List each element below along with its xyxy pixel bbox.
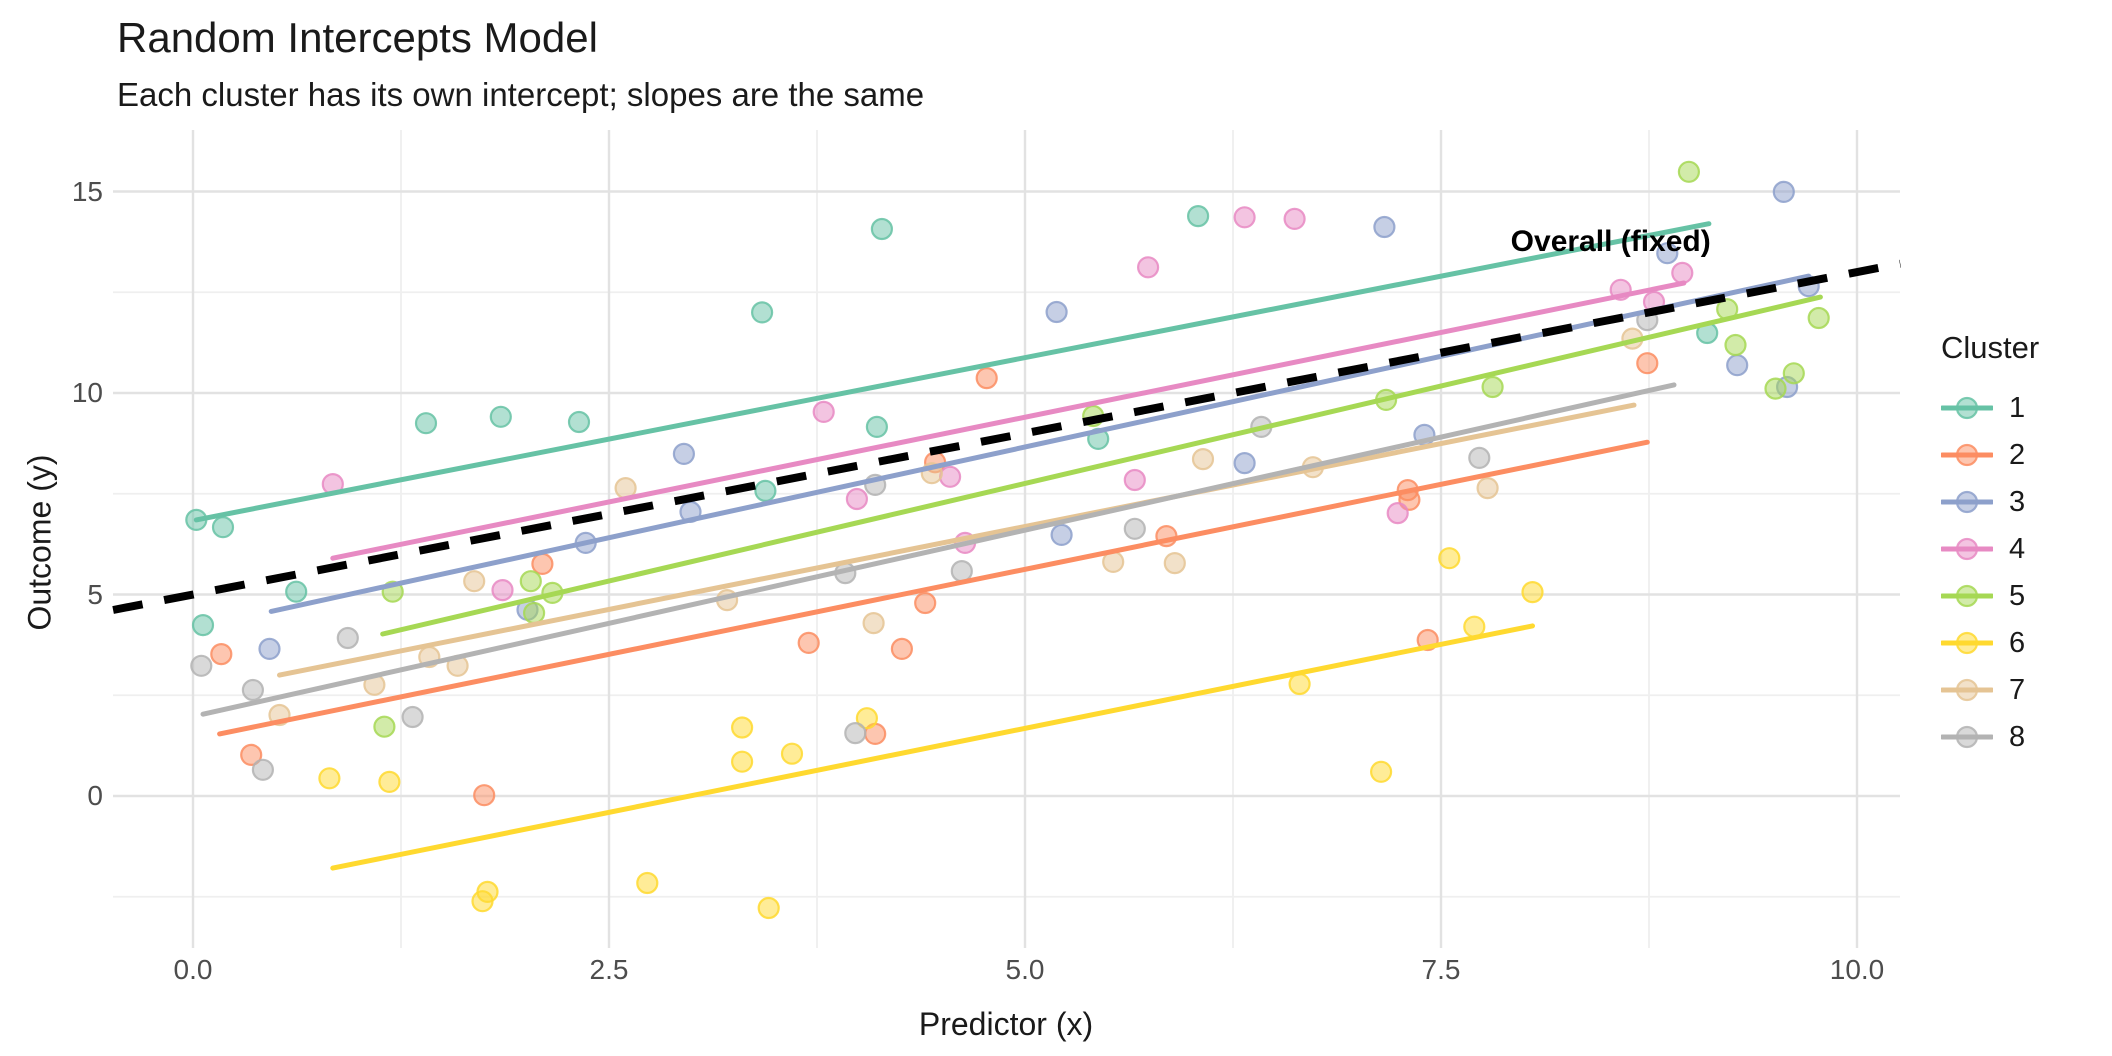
- cluster-line-2: [217, 439, 1650, 737]
- legend-item-cluster-3: 3: [1941, 486, 2039, 518]
- x-tick-label: 7.5: [1421, 954, 1461, 985]
- cluster-line-8: [200, 382, 1677, 717]
- x-tick-label: 10.0: [1829, 954, 1885, 985]
- legend-item-label: 2: [2009, 438, 2026, 471]
- legend-item-label: 6: [2009, 626, 2026, 659]
- cluster-line-1: [193, 221, 1712, 523]
- legend-item-cluster-1: 1: [1941, 392, 2039, 424]
- legend-key-icon: [1941, 725, 1993, 749]
- cluster-line-3: [268, 273, 1812, 614]
- cluster-line-7: [277, 402, 1637, 678]
- y-tick-label: 10: [71, 377, 103, 408]
- x-tick-label: 2.5: [589, 954, 629, 985]
- chart-subtitle: Each cluster has its own intercept; slop…: [117, 76, 925, 113]
- legend-item-cluster-2: 2: [1941, 439, 2039, 471]
- legend-items: 1 2 3 4 5 6 7 8: [1941, 392, 2039, 753]
- overall-line-annotation: Overall (fixed): [1510, 224, 1711, 258]
- legend-item-cluster-8: 8: [1941, 721, 2039, 753]
- y-axis-title: Outcome (y): [21, 454, 58, 631]
- legend-key-icon: [1941, 490, 1993, 514]
- cluster-line-5: [380, 294, 1823, 637]
- x-axis-title: Predictor (x): [918, 1006, 1094, 1042]
- legend-title: Cluster: [1941, 330, 2040, 365]
- y-tick-label: 15: [71, 175, 103, 207]
- legend-item-label: 7: [2009, 673, 2026, 706]
- x-tick-label: 5.0: [1005, 954, 1045, 985]
- scatter-points: [185, 160, 1830, 920]
- legend-item-label: 3: [2009, 485, 2026, 518]
- legend-key-icon: [1941, 678, 1993, 702]
- legend-item-label: 8: [2009, 720, 2026, 753]
- x-tick-label: 0.0: [173, 954, 213, 985]
- cluster-line-4: [330, 280, 1687, 561]
- cluster-lines: [193, 221, 1823, 871]
- chart-title: Random Intercepts Model: [117, 14, 598, 61]
- legend-key-icon: [1941, 584, 1993, 608]
- y-tick-label: 0: [87, 780, 103, 811]
- overall-fixed-line: [112, 259, 1902, 614]
- legend-key-icon: [1941, 537, 1993, 561]
- legend: Cluster 1 2 3 4 5 6 7 8: [1941, 330, 2039, 772]
- legend-item-cluster-4: 4: [1941, 533, 2039, 565]
- cluster-line-6: [330, 623, 1535, 871]
- legend-key-icon: [1941, 396, 1993, 420]
- legend-item-label: 1: [2009, 391, 2026, 424]
- legend-item-label: 4: [2009, 532, 2026, 565]
- legend-key-icon: [1941, 443, 1993, 467]
- grid-major: [113, 130, 1900, 948]
- legend-item-cluster-6: 6: [1941, 627, 2039, 659]
- legend-key-icon: [1941, 631, 1993, 655]
- legend-item-cluster-5: 5: [1941, 580, 2039, 612]
- legend-item-label: 5: [2009, 579, 2026, 612]
- legend-item-cluster-7: 7: [1941, 674, 2039, 706]
- y-tick-label: 5: [87, 578, 103, 610]
